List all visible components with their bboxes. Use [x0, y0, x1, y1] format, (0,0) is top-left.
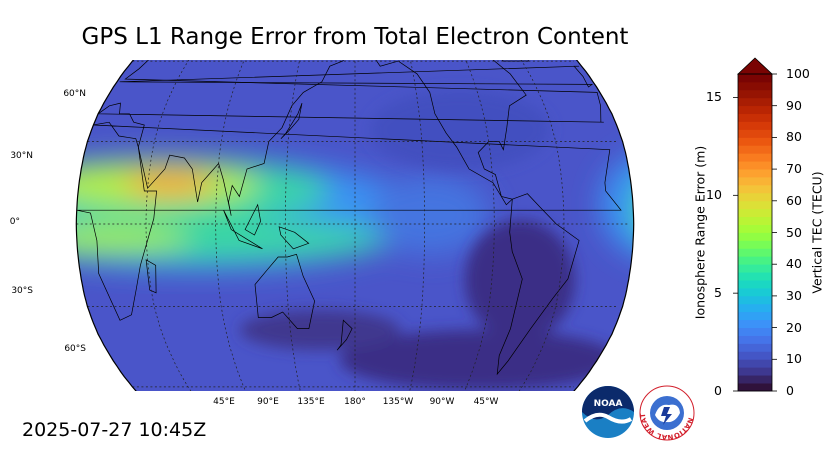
colorbar-step — [738, 121, 772, 130]
colorbar — [733, 57, 777, 392]
colorbar-step — [738, 153, 772, 162]
graticule — [76, 60, 630, 391]
colorbar-step — [738, 177, 772, 186]
range-error-tick-label: 10 — [706, 187, 722, 203]
lat-label-60n: 60°N — [63, 89, 86, 99]
lon-label-135e: 135°E — [297, 397, 325, 407]
colorbar-step — [738, 303, 772, 313]
tec-tick-label: 90 — [786, 97, 802, 113]
tec-field — [76, 60, 634, 391]
colorbar-step — [738, 224, 772, 233]
lon-label-45e: 45°E — [213, 397, 235, 407]
colorbar-step — [738, 343, 772, 352]
lon-label-90e: 90°E — [257, 397, 279, 407]
noaa-logo: NOAA — [582, 386, 634, 438]
colorbar-step — [738, 208, 772, 218]
colorbar-step — [738, 335, 772, 344]
timestamp: 2025-07-27 10:45Z — [22, 419, 207, 441]
lon-label-180: 180° — [344, 397, 366, 407]
range-error-axis-label: Ionosphere Range Error (m) — [692, 145, 708, 320]
tec-tick-label: 40 — [786, 256, 802, 272]
colorbar-step — [738, 375, 772, 384]
colorbar-step — [738, 216, 772, 225]
colorbar-step — [738, 81, 772, 91]
colorbar-step — [738, 256, 772, 265]
colorbar-step — [738, 311, 772, 321]
colorbar-step — [738, 137, 772, 146]
lon-label-135w: 135°W — [382, 397, 414, 407]
tec-tick-label: 20 — [786, 319, 802, 335]
tec-tick-label: 70 — [786, 161, 802, 177]
lat-label-30s: 30°S — [11, 286, 33, 296]
lat-label-30n: 30°N — [10, 151, 33, 161]
coastlines — [76, 60, 622, 376]
colorbar-step — [738, 287, 772, 297]
colorbar-step — [738, 319, 772, 328]
range-error-tick-label: 0 — [714, 383, 722, 398]
colorbar-step — [738, 184, 772, 194]
lat-label-60s: 60°S — [64, 344, 86, 354]
colorbar-step — [738, 367, 772, 376]
colorbar-step — [738, 200, 772, 210]
tec-tick-label: 10 — [786, 351, 802, 367]
colorbar-step — [738, 89, 772, 99]
colorbar-step — [738, 192, 772, 202]
tec-tick-label: 60 — [786, 192, 802, 208]
colorbar-step — [738, 232, 772, 241]
colorbar-step — [738, 169, 772, 178]
lon-label-90w: 90°W — [429, 397, 455, 407]
colorbar-step — [738, 113, 772, 122]
tec-tick-label: 80 — [786, 129, 802, 145]
colorbar-step — [738, 248, 772, 257]
noaa-logo-text: NOAA — [594, 399, 623, 409]
nws-logo: NATIONAL WEATHER SERVICE — [639, 385, 695, 441]
colorbar-step — [738, 327, 772, 336]
map-title: GPS L1 Range Error from Total Electron C… — [81, 24, 629, 50]
tec-tick-label: 50 — [786, 224, 802, 240]
colorbar-step — [738, 351, 772, 360]
colorbar-step — [738, 383, 772, 392]
colorbar-step — [738, 240, 772, 249]
tec-tick-label: 100 — [786, 66, 810, 81]
tec-tick-label: 0 — [786, 383, 794, 398]
colorbar-step — [738, 280, 772, 289]
tec-axis-label: Vertical TEC (TECU) — [809, 171, 825, 294]
lat-label-equator: 0° — [9, 217, 20, 227]
colorbar-step — [738, 359, 772, 368]
colorbar-step — [738, 295, 772, 305]
map-boundary — [75, 60, 635, 391]
colorbar-step — [738, 74, 772, 83]
colorbar-step — [738, 129, 772, 138]
colorbar-step — [738, 145, 772, 154]
range-error-tick-label: 15 — [706, 89, 722, 105]
colorbar-step — [738, 161, 772, 170]
lon-label-45w: 45°W — [473, 397, 499, 407]
tec-tick-label: 30 — [786, 287, 802, 303]
colorbar-step — [738, 272, 772, 281]
range-error-tick-label: 5 — [714, 285, 722, 301]
colorbar-step — [738, 105, 772, 115]
colorbar-extend-triangle — [736, 57, 774, 75]
colorbar-step — [738, 264, 772, 273]
colorbar-step — [738, 97, 772, 107]
